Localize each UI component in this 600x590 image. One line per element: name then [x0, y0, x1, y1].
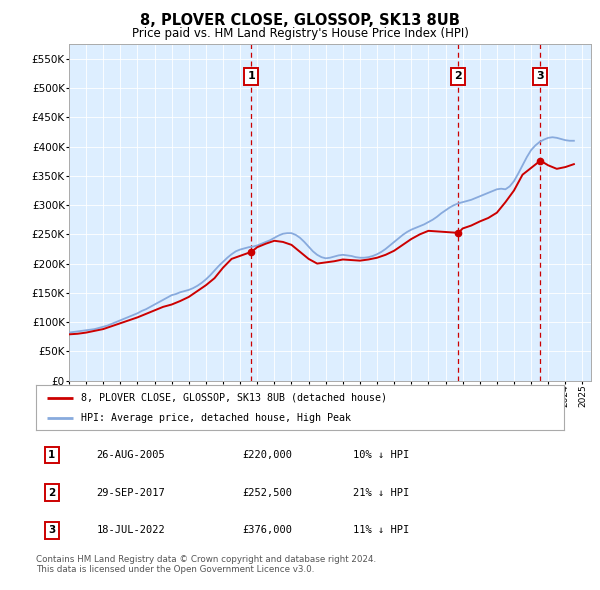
- Text: £220,000: £220,000: [242, 450, 292, 460]
- Text: 3: 3: [48, 526, 55, 535]
- Text: 8, PLOVER CLOSE, GLOSSOP, SK13 8UB: 8, PLOVER CLOSE, GLOSSOP, SK13 8UB: [140, 13, 460, 28]
- Text: £252,500: £252,500: [242, 488, 292, 497]
- Text: 2: 2: [48, 488, 55, 497]
- Text: 21% ↓ HPI: 21% ↓ HPI: [353, 488, 409, 497]
- Text: 8, PLOVER CLOSE, GLOSSOP, SK13 8UB (detached house): 8, PLOVER CLOSE, GLOSSOP, SK13 8UB (deta…: [81, 393, 387, 402]
- Text: 18-JUL-2022: 18-JUL-2022: [97, 526, 166, 535]
- Text: £376,000: £376,000: [242, 526, 292, 535]
- Text: 11% ↓ HPI: 11% ↓ HPI: [353, 526, 409, 535]
- Text: 1: 1: [48, 450, 55, 460]
- Text: Contains HM Land Registry data © Crown copyright and database right 2024.
This d: Contains HM Land Registry data © Crown c…: [36, 555, 376, 574]
- Text: Price paid vs. HM Land Registry's House Price Index (HPI): Price paid vs. HM Land Registry's House …: [131, 27, 469, 40]
- Text: 26-AUG-2005: 26-AUG-2005: [97, 450, 166, 460]
- Text: 2: 2: [454, 71, 462, 81]
- Text: 10% ↓ HPI: 10% ↓ HPI: [353, 450, 409, 460]
- Text: 29-SEP-2017: 29-SEP-2017: [97, 488, 166, 497]
- Text: 3: 3: [536, 71, 544, 81]
- Text: HPI: Average price, detached house, High Peak: HPI: Average price, detached house, High…: [81, 413, 351, 423]
- Text: 1: 1: [247, 71, 255, 81]
